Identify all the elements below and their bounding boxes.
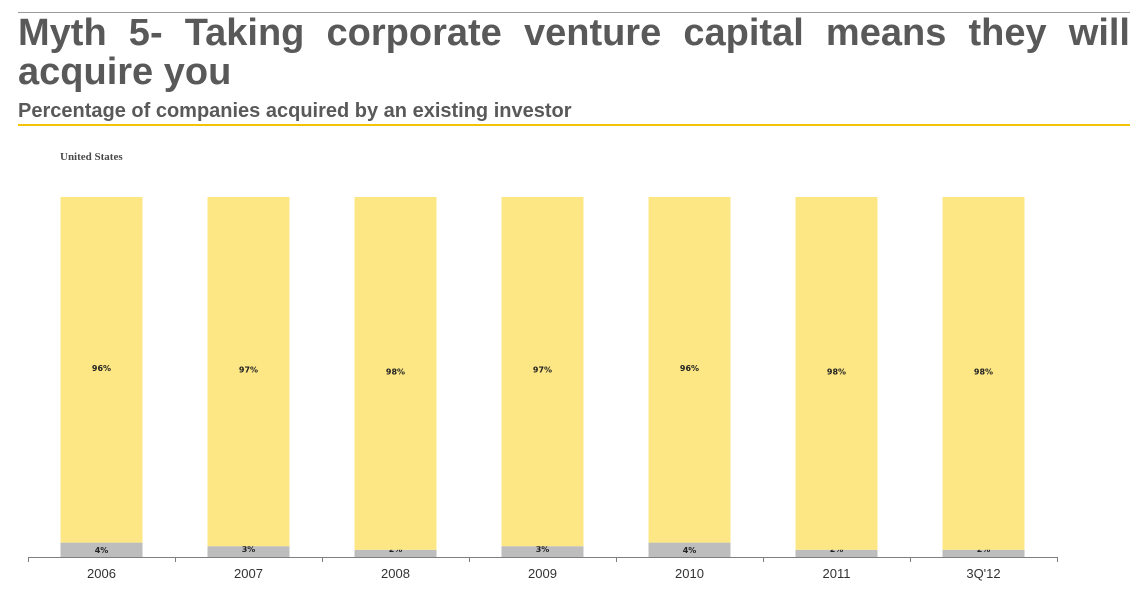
bar-segment-acquired-2 [354,549,437,557]
bar-segment-acquired-0 [60,542,143,557]
bar-segment-acquired-6 [942,549,1025,557]
bar-segment-acquired-5 [795,549,878,557]
data-label-acquired-1: 3% [242,545,256,554]
x-tick-label-1: 2007 [234,566,263,581]
slide-subtitle: Percentage of companies acquired by an e… [18,100,572,122]
bar-segment-acquired-3 [501,546,584,557]
data-label-acquired-0: 4% [95,546,109,555]
bar-segment-not-acquired-2 [354,197,437,550]
bar-segment-not-acquired-5 [795,197,878,550]
x-tick-label-3: 2009 [528,566,557,581]
bar-segment-not-acquired-1 [207,197,290,547]
data-label-acquired-4: 4% [683,546,697,555]
data-label-not-acquired-5: 98% [827,367,846,376]
data-label-not-acquired-6: 98% [974,367,993,376]
bar-segment-not-acquired-3 [501,197,584,547]
bar-segment-not-acquired-0 [60,197,143,543]
bar-segment-not-acquired-6 [942,197,1025,550]
x-tick-label-0: 2006 [87,566,116,581]
x-tick-label-5: 2011 [823,566,851,581]
bar-segment-not-acquired-4 [648,197,731,543]
x-tick-label-2: 2008 [381,566,410,581]
data-label-not-acquired-0: 96% [92,364,111,373]
accent-rule [18,124,1130,126]
top-rule [18,12,1130,13]
chart-title: United States [60,151,123,163]
data-label-not-acquired-1: 97% [239,366,258,375]
data-label-not-acquired-2: 98% [386,367,405,376]
data-label-acquired-3: 3% [536,545,550,554]
bar-segment-acquired-1 [207,546,290,557]
x-tick-label-4: 2010 [675,566,704,581]
x-tick-label-6: 3Q'12 [966,566,1000,581]
slide-title: Myth 5- Taking corporate venture capital… [18,12,1130,93]
data-label-not-acquired-3: 97% [533,366,552,375]
data-label-not-acquired-4: 96% [680,364,699,373]
bar-segment-acquired-4 [648,542,731,557]
